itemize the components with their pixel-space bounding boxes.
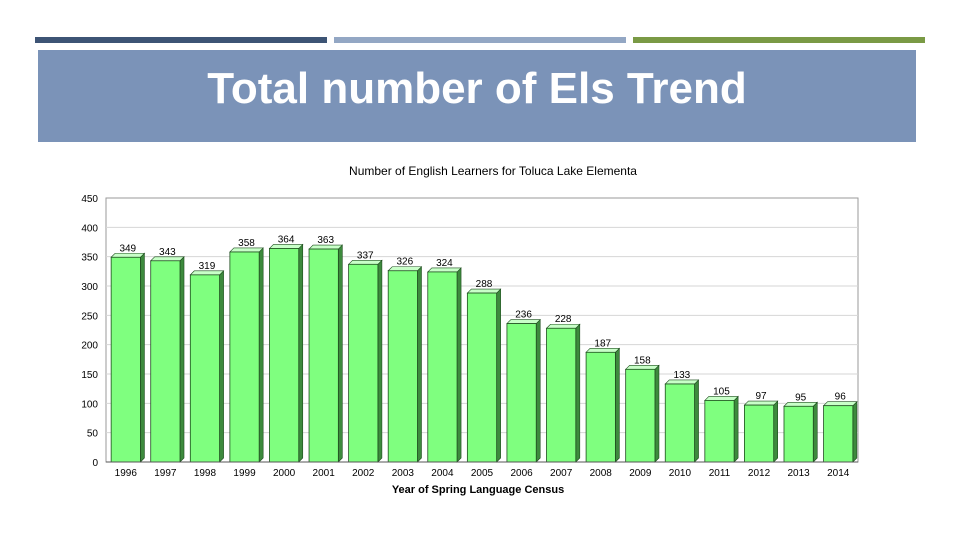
y-tick-label: 300: [81, 282, 98, 293]
slide-title: Total number of Els Trend: [207, 64, 747, 113]
accent-bar-dark: [35, 37, 327, 43]
x-tick-label: 2004: [431, 468, 454, 479]
y-tick-label: 0: [92, 458, 98, 469]
bar: [744, 404, 775, 463]
data-label: 236: [515, 310, 532, 321]
bar: [110, 256, 141, 463]
x-tick-label: 2001: [313, 468, 336, 479]
bar-side: [456, 267, 462, 463]
bar: [308, 248, 339, 463]
bar-side: [852, 400, 858, 463]
bar-side: [377, 259, 383, 463]
data-label: 187: [594, 338, 611, 349]
x-tick-label: 2000: [273, 468, 296, 479]
bar-side: [179, 256, 185, 463]
bar: [704, 399, 735, 463]
data-label: 158: [634, 355, 651, 366]
bar: [506, 323, 537, 463]
bar: [585, 351, 616, 463]
x-tick-label: 2012: [748, 468, 771, 479]
data-label: 96: [835, 392, 847, 403]
x-tick-label: 2002: [352, 468, 375, 479]
bar: [466, 292, 498, 463]
bar: [150, 260, 181, 463]
bar-side: [338, 244, 343, 463]
bar-side: [773, 400, 778, 463]
x-tick-label: 2013: [788, 468, 811, 479]
bar-side: [219, 270, 224, 463]
bar: [783, 405, 814, 463]
y-tick-label: 200: [81, 341, 98, 352]
bar: [348, 263, 379, 463]
accent-bar-green: [633, 37, 925, 43]
data-label: 105: [713, 386, 730, 397]
data-label: 97: [755, 391, 767, 402]
x-tick-label: 1998: [194, 468, 217, 479]
bar-chart: Number of English Learners for Toluca La…: [81, 164, 859, 496]
x-axis-label: Year of Spring Language Census: [392, 484, 564, 496]
data-label: 228: [555, 314, 572, 325]
bar-side: [654, 364, 660, 463]
data-label: 363: [317, 235, 334, 246]
y-tick-label: 400: [81, 223, 98, 234]
title-band: [38, 50, 916, 142]
data-label: 349: [119, 243, 136, 254]
bar: [189, 274, 220, 463]
y-tick-label: 350: [81, 253, 98, 264]
data-label: 288: [476, 279, 493, 290]
data-label: 343: [159, 247, 176, 258]
data-label: 358: [238, 238, 255, 249]
bar: [823, 405, 854, 463]
bar: [229, 251, 260, 463]
bar-side: [496, 288, 501, 463]
bar-side: [258, 247, 264, 463]
bar: [269, 248, 300, 463]
accent-bar-light: [334, 37, 626, 43]
bar-side: [733, 395, 739, 463]
bar-side: [575, 323, 581, 463]
x-tick-label: 2003: [392, 468, 415, 479]
data-label: 133: [674, 370, 691, 381]
y-tick-label: 50: [87, 429, 99, 440]
data-label: 364: [278, 234, 295, 245]
bar-side: [535, 318, 541, 463]
y-tick-label: 150: [81, 370, 98, 381]
x-tick-label: 2014: [827, 468, 850, 479]
bar: [625, 368, 656, 463]
bar-side: [417, 266, 422, 463]
x-tick-label: 2010: [669, 468, 692, 479]
chart-title: Number of English Learners for Toluca La…: [349, 164, 637, 178]
bar: [546, 327, 577, 463]
y-tick-label: 450: [81, 194, 98, 205]
bar-side: [298, 243, 304, 463]
data-label: 326: [396, 257, 413, 268]
y-tick-label: 100: [81, 399, 98, 410]
chart-container: Number of English Learners for Toluca La…: [60, 148, 900, 508]
x-tick-label: 2005: [471, 468, 494, 479]
data-label: 324: [436, 258, 453, 269]
x-tick-label: 2011: [709, 468, 731, 479]
bar: [427, 271, 458, 463]
data-label: 337: [357, 250, 374, 261]
data-label: 319: [199, 261, 216, 272]
x-tick-label: 2006: [510, 468, 533, 479]
bar-side: [615, 347, 620, 463]
x-tick-label: 2009: [629, 468, 652, 479]
bar-side: [694, 379, 699, 463]
x-tick-label: 1996: [115, 468, 138, 479]
data-label: 95: [795, 392, 807, 403]
bar-side: [812, 401, 818, 463]
x-tick-label: 1999: [233, 468, 256, 479]
bar: [387, 270, 418, 463]
x-tick-label: 2008: [590, 468, 613, 479]
y-tick-label: 250: [81, 311, 98, 322]
x-tick-label: 2007: [550, 468, 573, 479]
bar-side: [140, 252, 145, 463]
x-tick-label: 1997: [154, 468, 177, 479]
bar: [664, 383, 695, 463]
